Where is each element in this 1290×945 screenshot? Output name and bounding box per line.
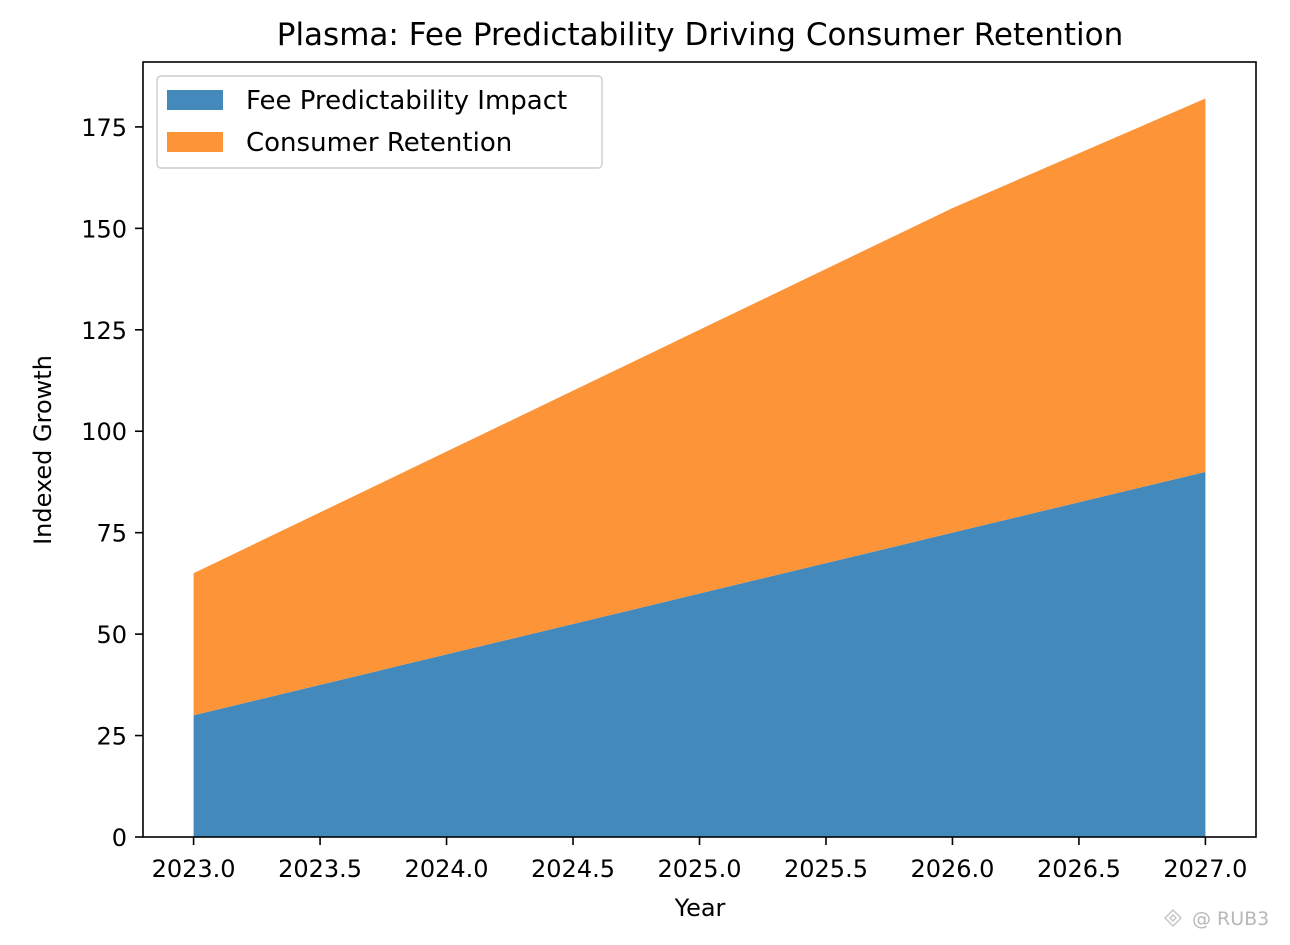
watermark-text: @ RUB3: [1192, 908, 1269, 930]
area-layers: [193, 98, 1206, 837]
legend-swatch-consumer-retention: [167, 132, 223, 152]
x-axis-label: Year: [674, 894, 726, 922]
x-tick-label: 2025.5: [784, 855, 868, 883]
y-axis-ticks: 0 25 50 75 100 125 150 175: [81, 114, 143, 852]
x-tick-label: 2025.0: [658, 855, 742, 883]
y-tick-label: 175: [81, 114, 127, 142]
area-series-consumer-retention: [193, 98, 1206, 716]
x-tick-label: 2023.5: [278, 855, 362, 883]
y-tick-label: 100: [81, 418, 127, 446]
x-axis-ticks: 2023.0 2023.5 2024.0 2024.5 2025.0 2025.5 2026…: [152, 837, 1247, 883]
y-tick-label: 25: [96, 723, 127, 751]
y-tick-label: 50: [96, 621, 127, 649]
y-tick-label: 75: [96, 520, 127, 548]
y-tick-label: 0: [112, 824, 127, 852]
y-tick-label: 125: [81, 317, 127, 345]
x-tick-label: 2024.5: [531, 855, 615, 883]
y-tick-label: 150: [81, 215, 127, 243]
x-tick-label: 2024.0: [405, 855, 489, 883]
x-tick-label: 2023.0: [152, 855, 236, 883]
legend-label-consumer-retention: Consumer Retention: [246, 128, 512, 158]
legend-label-fee-predictability: Fee Predictability Impact: [246, 86, 567, 116]
binance-square-icon: [1164, 909, 1182, 927]
legend: Fee Predictability Impact Consumer Reten…: [156, 75, 603, 169]
watermark: @ RUB3: [1164, 908, 1269, 930]
x-tick-label: 2027.0: [1163, 855, 1247, 883]
x-tick-label: 2026.0: [910, 855, 994, 883]
y-axis-label: Indexed Growth: [29, 355, 57, 545]
chart-title: Plasma: Fee Predictability Driving Consu…: [277, 17, 1124, 53]
legend-swatch-fee-predictability: [167, 90, 223, 110]
legend-box: [156, 75, 603, 169]
x-tick-label: 2026.5: [1037, 855, 1121, 883]
area-series-fee-predictability-impact: [193, 471, 1206, 837]
